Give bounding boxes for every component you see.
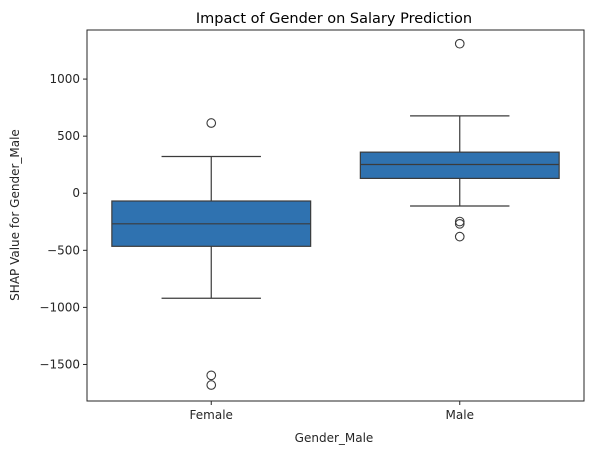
x-tick-label: Male [446,408,474,422]
y-tick-label: 0 [72,186,80,200]
outlier-point [207,119,216,128]
x-tick-label: Female [190,408,233,422]
plot-area [112,39,559,389]
y-axis: 1000 500 0 −500 −1000 −1500 [39,72,87,371]
iqr-box [360,152,559,178]
box-male [360,39,559,241]
x-axis: Female Male [190,401,474,422]
y-tick-label: −1500 [39,357,80,371]
box-female [112,119,311,390]
y-tick-label: −1000 [39,300,80,314]
y-tick-label: 500 [57,129,80,143]
outlier-point [207,381,216,390]
outlier-point [455,39,464,48]
outlier-point [455,232,464,241]
y-axis-label: SHAP Value for Gender_Male [8,129,22,301]
x-axis-label: Gender_Male [295,431,374,445]
y-tick-label: −500 [47,243,80,257]
outlier-point [207,371,216,380]
y-tick-label: 1000 [49,72,80,86]
chart-title: Impact of Gender on Salary Prediction [196,11,472,27]
